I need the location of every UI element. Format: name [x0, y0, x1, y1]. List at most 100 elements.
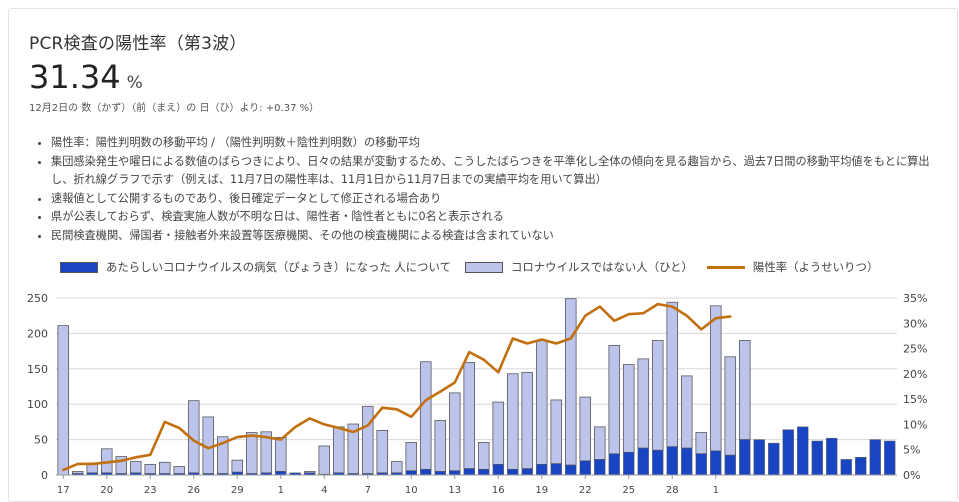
bar-negative — [651, 340, 664, 451]
y-right-tick-label: 35% — [903, 292, 927, 305]
bar-positive — [594, 459, 606, 476]
bar-positive — [608, 453, 620, 476]
x-tick-label: 26 — [187, 485, 200, 496]
bar-positive — [811, 440, 823, 476]
bar-negative — [173, 466, 186, 474]
legend-item-positive[interactable]: あたらしいコロナウイルスの病気（びょうき）になった 人について — [60, 259, 451, 275]
bar-negative — [695, 432, 708, 455]
y-left-tick-label: 100 — [27, 398, 48, 411]
bar-positive — [275, 471, 287, 476]
bar-negative — [738, 340, 751, 441]
note-item: 県が公表しておらず、検査実施人数が不明な日は、陽性者・陰性者ともに0名と表示され… — [51, 208, 949, 227]
current-rate: 31.34% — [29, 58, 143, 96]
chart-legend: あたらしいコロナウイルスの病気（びょうき）になった 人について コロナウイルスで… — [60, 259, 892, 275]
bar-negative — [419, 361, 432, 470]
bar-negative — [318, 445, 331, 475]
bar-positive — [739, 439, 751, 476]
bar-positive — [710, 450, 722, 476]
bar-positive — [724, 454, 736, 476]
bar-negative — [521, 371, 534, 470]
bar-negative — [231, 459, 244, 473]
y-right-tick-label: 25% — [903, 343, 927, 356]
bar-positive — [623, 452, 635, 476]
bar-positive — [405, 470, 417, 476]
bar-positive — [782, 429, 794, 476]
notes-list: 陽性率：陽性判明数の移動平均 / （陽性判明数＋陰性判明数）の移動平均 集団感染… — [29, 134, 949, 246]
bar-positive — [492, 464, 504, 476]
bar-negative — [71, 471, 84, 474]
bar-positive — [695, 453, 707, 476]
note-item: 民間検査機関、帰国者・接触者外来設置等医療機関、その他の検査機関による検査は含ま… — [51, 227, 949, 246]
legend-swatch-positive — [60, 261, 98, 273]
bar-negative — [608, 345, 621, 455]
bar-negative — [158, 461, 171, 474]
legend-swatch-negative — [465, 261, 503, 273]
bar-positive — [637, 447, 649, 476]
bar-negative — [724, 356, 737, 456]
bar-negative — [144, 463, 157, 474]
x-tick-label: 25 — [622, 485, 635, 496]
bar-negative — [376, 429, 389, 474]
bar-negative — [129, 461, 142, 474]
x-tick-label: 10 — [405, 485, 418, 496]
bar-negative — [579, 396, 592, 462]
legend-item-negative[interactable]: コロナウイルスではない人（ひと） — [465, 259, 693, 275]
legend-swatch-rate — [706, 265, 745, 269]
x-tick-label: 23 — [144, 485, 157, 496]
legend-label-negative: コロナウイルスではない人（ひと） — [511, 260, 693, 274]
bar-negative — [390, 461, 403, 474]
bar-positive — [681, 447, 693, 476]
bar-negative — [564, 298, 577, 466]
card-title: PCR検査の陽性率（第3波） — [29, 34, 247, 54]
bar-positive — [666, 446, 678, 476]
x-tick-label: 7 — [365, 485, 371, 496]
x-tick-label: 4 — [321, 485, 327, 496]
y-right-tick-label: 15% — [903, 393, 927, 406]
y-right-tick-label: 20% — [903, 368, 927, 381]
bar-negative — [434, 420, 447, 472]
bar-positive — [478, 469, 490, 476]
x-tick-label: 22 — [579, 485, 592, 496]
bar-negative — [550, 399, 563, 465]
legend-label-rate: 陽性率（ようせいりつ） — [752, 260, 879, 274]
legend-item-rate[interactable]: 陽性率（ようせいりつ） — [706, 259, 879, 275]
bar-positive — [550, 463, 562, 476]
note-item: 陽性率：陽性判明数の移動平均 / （陽性判明数＋陰性判明数）の移動平均 — [51, 134, 949, 153]
y-right-tick-label: 5% — [903, 444, 920, 457]
bar-negative — [622, 364, 635, 453]
legend-label-positive: あたらしいコロナウイルスの病気（びょうき）になった 人について — [106, 260, 451, 274]
note-item: 集団感染発生や曜日による数値のばらつきにより、日々の結果が変動するため、こうした… — [51, 153, 949, 190]
bar-positive — [652, 449, 664, 476]
bar-positive — [521, 468, 533, 476]
x-tick-label: 13 — [448, 485, 461, 496]
bar-negative — [637, 358, 650, 449]
bar-positive — [449, 470, 461, 476]
bar-negative — [57, 325, 70, 476]
y-left-tick-label: 150 — [27, 363, 48, 376]
current-rate-value: 31.34 — [29, 58, 121, 96]
bar-negative — [535, 340, 548, 465]
bar-negative — [709, 305, 722, 452]
bar-negative — [477, 442, 490, 470]
bar-positive — [797, 426, 809, 476]
x-tick-label: 17 — [57, 485, 70, 496]
bar-positive — [869, 439, 881, 476]
y-left-tick-label: 250 — [27, 292, 48, 305]
bar-negative — [448, 392, 461, 472]
bar-positive — [826, 437, 838, 476]
positivity-rate-line — [61, 302, 732, 472]
y-left-tick-label: 50 — [34, 434, 48, 447]
bar-positive — [463, 468, 475, 476]
bar-positive — [536, 464, 548, 476]
chart-card — [8, 8, 958, 502]
bar-negative — [245, 432, 258, 474]
bar-negative — [274, 437, 287, 472]
bar-negative — [463, 362, 476, 470]
x-tick-label: 29 — [231, 485, 244, 496]
bar-positive — [579, 460, 591, 476]
bar-negative — [361, 405, 374, 474]
bar-positive — [565, 464, 577, 476]
bar-negative — [593, 426, 606, 460]
bar-positive — [884, 440, 896, 476]
bar-positive — [855, 457, 867, 476]
